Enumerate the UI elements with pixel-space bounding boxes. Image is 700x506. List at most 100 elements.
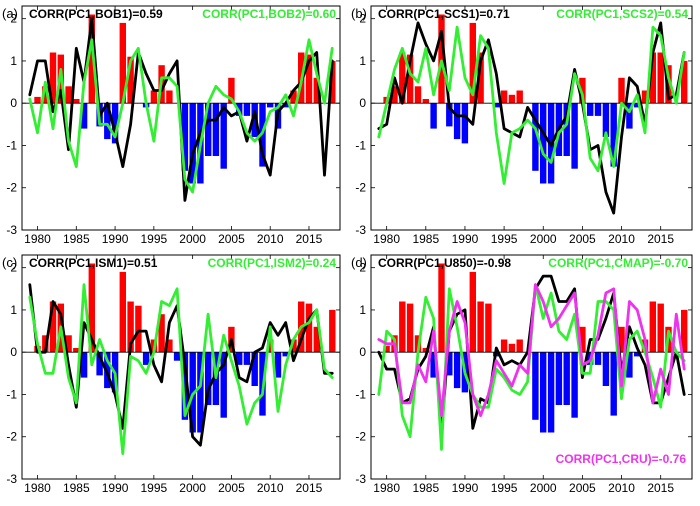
bar-c-2013 [290,339,297,353]
bar-a-2009 [259,103,266,167]
bar-d-2015 [657,303,664,353]
x-tick-label: 2010 [257,232,284,246]
x-tick-label: 1990 [102,481,129,495]
bar-c-1987 [88,263,95,353]
bar-b-2011 [626,103,633,129]
bar-d-2001 [547,352,555,433]
bar-b-1994 [493,103,500,108]
bar-a-1987 [88,14,95,104]
bar-c-2002 [205,352,212,405]
bar-c-2010 [267,339,274,353]
bar-a-2018 [329,60,336,104]
bar-d-1992 [477,301,484,353]
bar-a-1995 [150,90,158,104]
corr-label-black-b: CORR(PC1,SCS1)=0.71 [378,7,510,21]
bar-b-2000 [540,103,547,184]
x-tick-label: 1980 [373,232,400,246]
y-tick-label: -1 [355,387,366,401]
bar-a-1991 [119,22,126,104]
y-tick-label: 1 [10,54,17,68]
bar-b-1995 [500,90,508,104]
bar-a-2005 [228,77,235,104]
corr-label-black-c: CORR(PC1,ISM1)=0.51 [29,256,158,270]
bar-b-1997 [516,90,523,104]
bar-c-1992 [127,301,134,353]
corr-label-magenta-d: CORR(PC1,CRU)=-0.76 [556,452,687,466]
bar-b-2016 [665,65,672,104]
x-tick-label: 2015 [647,232,674,246]
bar-c-1982 [49,301,57,353]
bar-b-2013 [641,90,649,104]
bar-c-2007 [243,352,251,365]
bar-d-1993 [485,303,492,353]
y-tick-label: -1 [6,138,17,152]
bar-b-1991 [469,22,476,104]
bar-d-2005 [579,326,586,353]
bar-d-1986 [430,352,437,378]
series-line-d-cru [377,283,686,418]
bar-d-2007 [594,352,602,365]
bar-c-2011 [274,352,282,378]
x-tick-label: 1985 [63,481,90,495]
bar-c-1996 [158,314,165,353]
panel-d: 1980 1985 1990 1995 2000 2005 2010 2015 -3 -2 -1 0 1… [351,254,693,495]
bar-d-2004 [571,352,578,418]
bar-d-1980 [383,345,390,353]
x-tick-label: 1985 [412,232,439,246]
y-tick-label: 2 [10,12,17,26]
bar-a-1980 [34,96,41,104]
bar-c-1993 [135,305,142,353]
bar-b-1989 [453,103,461,140]
corr-label-green-d: CORR(PC1,CMAP)=-0.70 [548,256,688,270]
bar-d-2008 [602,352,610,386]
x-tick-label: 2015 [296,481,323,495]
x-tick-label: 1990 [102,232,129,246]
bar-d-1997 [516,339,523,353]
bar-b-1984 [414,86,422,104]
bar-d-2014 [649,301,656,353]
panel-a: 1980 1985 1990 1995 2000 2005 2010 2015 -3 -2 -1 0 1… [2,5,341,246]
x-tick-label: 2005 [569,232,596,246]
y-tick-label: -3 [6,472,17,486]
bar-b-1981 [391,86,398,104]
bar-a-2008 [251,103,258,137]
bar-c-1986 [80,352,88,378]
panel-label-d: (d) [351,255,367,270]
bar-b-1988 [446,103,453,127]
x-tick-label: 2005 [569,481,596,495]
y-tick-label: -1 [6,387,17,401]
bar-b-2003 [563,103,570,156]
plot-frame-a [21,5,341,231]
y-tick-label: 1 [359,303,366,317]
y-tick-label: -1 [355,138,366,152]
panel-label-a: (a) [2,6,18,21]
bar-b-2006 [587,103,594,116]
y-tick-label: -2 [355,430,366,444]
bar-d-1996 [508,343,516,353]
bar-b-2012 [634,103,641,108]
x-tick-label: 2000 [530,232,557,246]
bar-d-1999 [532,352,539,420]
series-line-b-scs2 [377,25,686,185]
bar-c-1988 [96,352,103,376]
bar-a-1999 [181,103,189,171]
corr-label-green-c: CORR(PC1,ISM2)=0.24 [208,256,337,270]
plot-frame-c [21,254,341,480]
corr-label-green-b: CORR(PC1,SCS2)=0.54 [556,7,688,21]
y-tick-label: -3 [6,223,17,237]
y-tick-label: -2 [6,430,17,444]
x-tick-label: 2015 [296,232,323,246]
bar-b-1996 [508,94,516,104]
bar-d-1988 [446,352,453,376]
bar-b-1992 [477,52,484,104]
bar-a-2003 [212,103,220,156]
x-tick-label: 1985 [412,481,439,495]
bar-a-2010 [267,103,274,108]
bar-b-2007 [594,103,602,116]
panel-label-c: (c) [2,255,17,270]
bar-b-2018 [681,60,688,104]
bar-d-2009 [610,352,617,416]
y-tick-label: 0 [359,96,366,110]
bar-a-2007 [243,103,251,116]
